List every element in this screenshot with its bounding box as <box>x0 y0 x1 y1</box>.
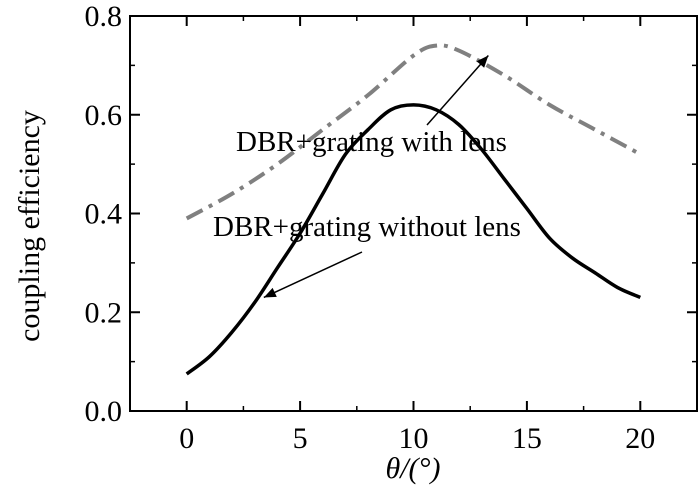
x-axis-title: θ/(°) <box>385 452 440 485</box>
arrow-without-lens-head <box>263 287 277 298</box>
series-line-without-lens <box>185 103 641 376</box>
annotations: DBR+grating with lens DBR+grating withou… <box>213 55 521 299</box>
annotation-without-lens: DBR+grating without lens <box>213 211 521 243</box>
series-line-with-lens <box>185 43 642 221</box>
axes: 0 5 10 15 20 0.0 0.2 0.4 0.6 0.8 <box>85 0 698 455</box>
y-tick-label: 0.2 <box>85 296 123 329</box>
x-tick-label: 15 <box>512 422 542 455</box>
arrow-with-lens-head <box>476 55 489 68</box>
series-layer <box>185 43 642 376</box>
x-tick-label: 10 <box>399 422 429 455</box>
y-tick-label: 0.8 <box>85 0 123 33</box>
y-tick-label: 0.4 <box>85 198 123 231</box>
annotation-with-lens: DBR+grating with lens <box>236 126 507 158</box>
arrow-with-lens <box>426 55 489 126</box>
arrow-without-lens <box>263 251 363 299</box>
y-tick-label: 0.0 <box>85 395 123 428</box>
x-tick-label: 20 <box>625 422 655 455</box>
x-tick-label: 5 <box>293 422 308 455</box>
x-tick-label: 0 <box>179 422 194 455</box>
y-axis-title: coupling efficiency <box>13 110 46 342</box>
y-tick-label: 0.6 <box>85 99 123 132</box>
